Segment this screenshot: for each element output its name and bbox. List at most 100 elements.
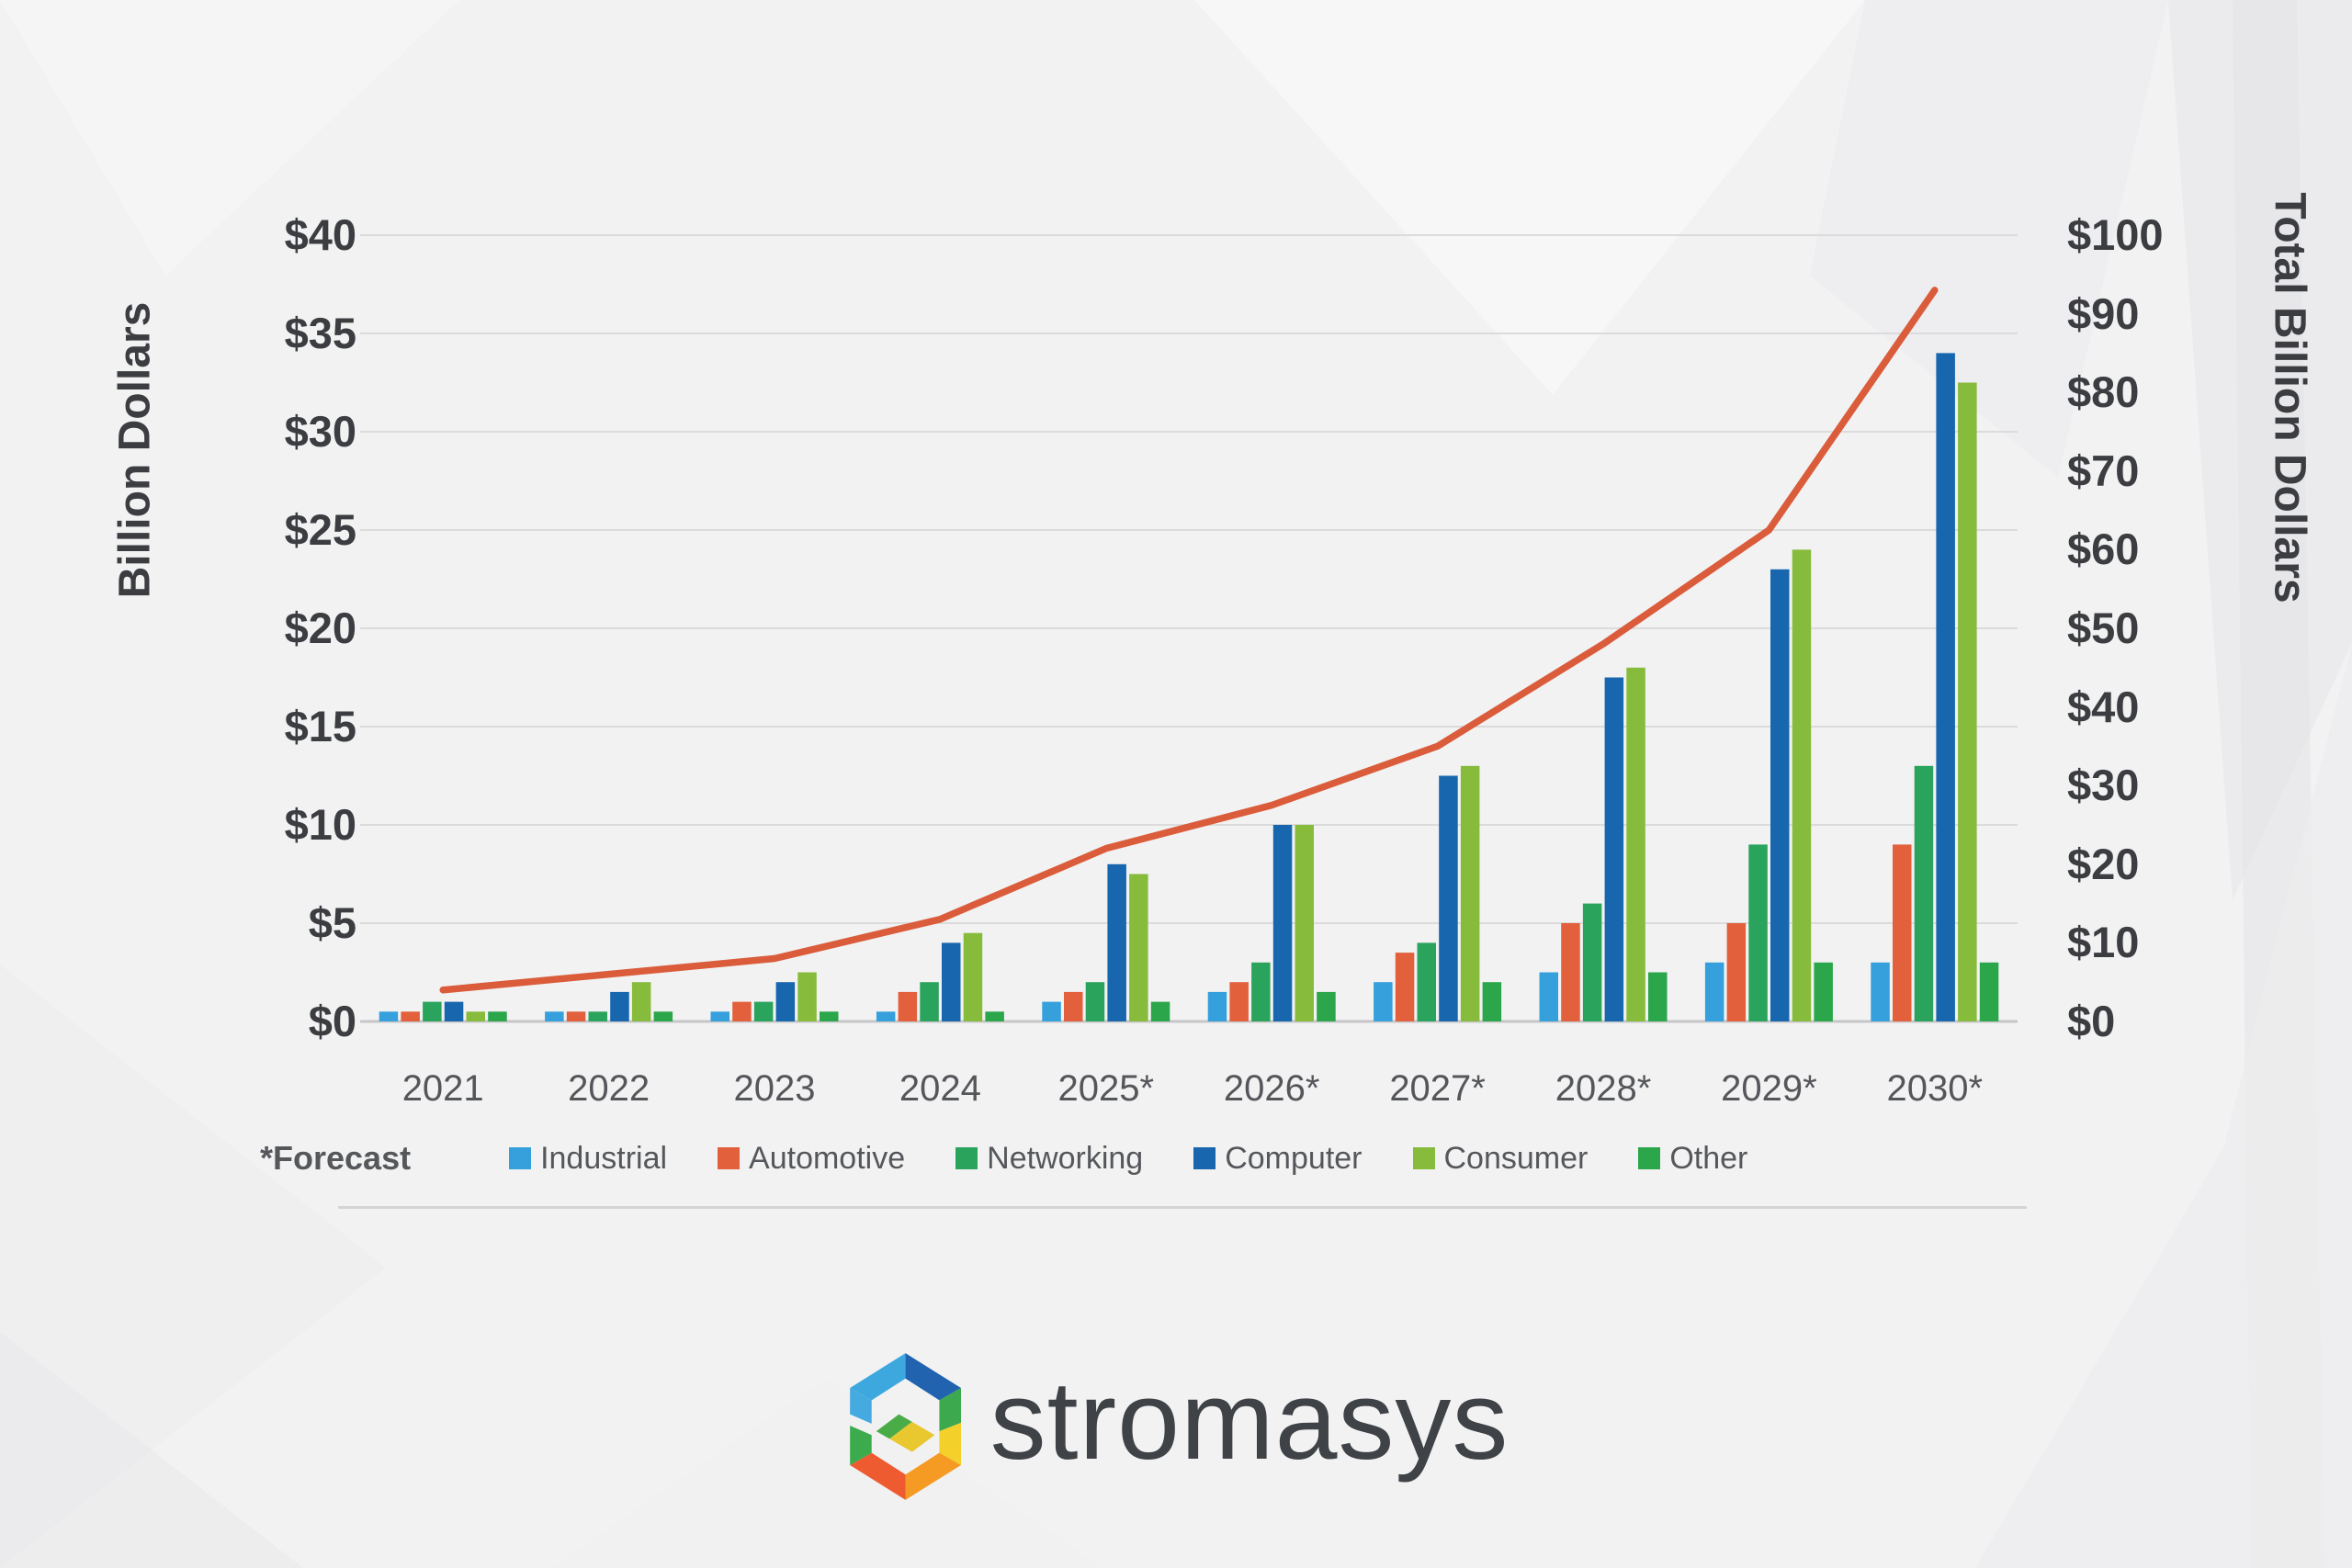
logo-facet-green [850, 1425, 872, 1465]
right-axis-tick: $20 [2067, 839, 2140, 888]
bar-consumer-2021 [466, 1011, 485, 1021]
logo: stromasys [843, 1348, 1510, 1505]
bar-networking-2025 [1085, 982, 1105, 1021]
right-axis-tick: $70 [2067, 446, 2140, 495]
bar-other-2023 [820, 1011, 839, 1021]
x-axis-tick: 2023 [733, 1068, 816, 1109]
left-axis-tick: $20 [284, 604, 356, 652]
bar-automotive-2029 [1726, 923, 1747, 1021]
logo-facet-lightblue [850, 1388, 872, 1424]
bar-computer-2022 [610, 991, 629, 1021]
left-axis-tick: $15 [284, 702, 356, 750]
bar-other-2022 [653, 1011, 673, 1021]
logo-facet-yellow [939, 1422, 961, 1465]
background-facet [0, 1332, 303, 1568]
left-axis-tick: $25 [284, 505, 356, 554]
left-axis-tick: $10 [284, 800, 356, 849]
legend-label: Consumer [1443, 1140, 1589, 1176]
bar-industrial-2030 [1871, 962, 1890, 1021]
logo-facet-lightblue [850, 1353, 906, 1401]
bar-other-2029 [1814, 962, 1833, 1021]
logo-wordmark: stromasys [989, 1358, 1510, 1483]
bar-networking-2022 [588, 1011, 607, 1021]
x-axis-tick: 2024 [899, 1068, 981, 1109]
legend-swatch-icon [509, 1147, 532, 1169]
divider-line [338, 1206, 2027, 1209]
bar-consumer-2022 [631, 982, 651, 1021]
right-axis-tick: $80 [2067, 367, 2140, 417]
bar-computer-2021 [444, 1001, 464, 1021]
total-line [439, 287, 1939, 994]
bar-industrial-2029 [1704, 962, 1724, 1021]
x-axis-tick: 2021 [401, 1068, 484, 1109]
bar-networking-2029 [1748, 844, 1768, 1021]
bar-automotive-2021 [401, 1011, 420, 1021]
bar-computer-2024 [942, 942, 961, 1021]
legend-item-computer: Computer [1193, 1140, 1363, 1177]
logo-facet-center-green [876, 1414, 912, 1439]
legend-item-other: Other [1638, 1141, 1747, 1177]
legend-item-automotive: Automotive [718, 1141, 905, 1177]
bar-networking-2027 [1417, 942, 1436, 1021]
x-axis-tick: 2029* [1721, 1068, 1817, 1109]
x-axis-tick: 2027* [1389, 1068, 1486, 1109]
bar-automotive-2025 [1064, 991, 1083, 1021]
right-axis-tick: $50 [2067, 604, 2140, 652]
legend-item-networking: Networking [956, 1141, 1143, 1177]
bar-industrial-2025 [1042, 1001, 1061, 1021]
legend-swatch-icon [1412, 1147, 1435, 1169]
bar-networking-2026 [1251, 962, 1271, 1021]
bar-other-2027 [1482, 982, 1502, 1021]
bar-computer-2026 [1272, 825, 1293, 1021]
legend-swatch-icon [956, 1147, 978, 1169]
bar-other-2025 [1150, 1001, 1170, 1021]
bar-networking-2030 [1914, 765, 1934, 1021]
bar-computer-2027 [1439, 775, 1458, 1021]
right-axis-tick: $0 [2067, 997, 2116, 1045]
right-axis-tick: $60 [2067, 525, 2140, 574]
legend-label: Other [1669, 1140, 1748, 1176]
bar-consumer-2026 [1295, 825, 1314, 1021]
legend-label: Automotive [749, 1140, 906, 1176]
bar-other-2028 [1648, 972, 1668, 1021]
bar-industrial-2026 [1207, 991, 1227, 1021]
legend-label: Networking [987, 1140, 1144, 1176]
bar-other-2030 [1979, 962, 1999, 1021]
stromasys-logo-icon [850, 1353, 961, 1500]
legend-label: Industrial [540, 1140, 668, 1176]
left-axis-tick: $35 [284, 309, 356, 357]
logo-facet-darkblue [905, 1353, 961, 1401]
right-axis-tick: $40 [2067, 682, 2140, 731]
bar-consumer-2028 [1626, 667, 1645, 1021]
legend: *Forecast Industrial Automotive Networking… [260, 1135, 1747, 1181]
bar-networking-2021 [423, 1001, 442, 1021]
bar-industrial-2022 [545, 1011, 564, 1021]
bar-industrial-2027 [1374, 982, 1393, 1021]
legend-label: Computer [1225, 1140, 1363, 1176]
bar-industrial-2023 [710, 1011, 729, 1021]
bar-consumer-2027 [1460, 765, 1480, 1021]
left-axis-tick: $5 [308, 898, 356, 947]
left-axis-tick: $0 [308, 997, 356, 1045]
logo-facet-center-yellow [889, 1421, 935, 1452]
left-axis-title: Billion Dollars [110, 301, 160, 599]
bar-computer-2025 [1107, 863, 1126, 1021]
bar-computer-2028 [1604, 677, 1624, 1021]
legend-item-consumer: Consumer [1412, 1140, 1589, 1177]
bar-computer-2029 [1770, 569, 1790, 1021]
bar-other-2026 [1317, 991, 1336, 1021]
right-axis-title: Total Billion Dollars [2265, 192, 2314, 604]
bar-consumer-2025 [1129, 874, 1148, 1021]
bar-other-2024 [985, 1011, 1004, 1021]
background-facet [1194, 0, 1865, 395]
bar-networking-2028 [1582, 903, 1602, 1021]
logo-facet-green [939, 1388, 961, 1432]
logo-facet-orange [905, 1452, 961, 1500]
background-facet [0, 0, 459, 276]
bar-automotive-2027 [1395, 953, 1415, 1021]
bar-computer-2030 [1936, 353, 1955, 1021]
background-facet [551, 1378, 1102, 1568]
bar-consumer-2024 [963, 932, 983, 1021]
right-axis-tick: $100 [2067, 210, 2164, 259]
